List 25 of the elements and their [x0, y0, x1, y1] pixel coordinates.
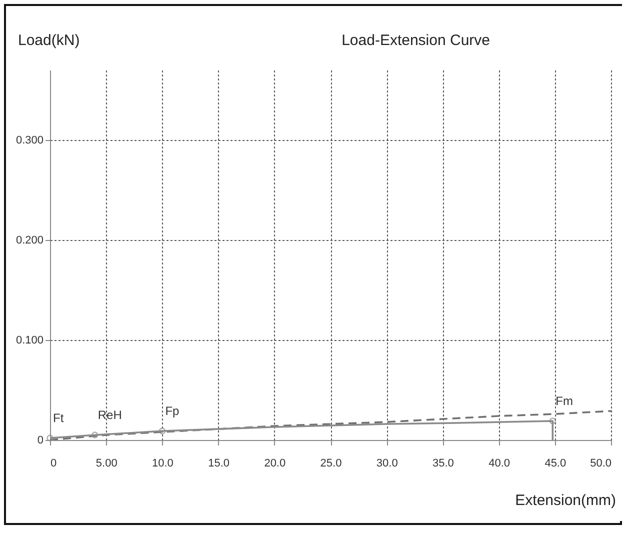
annotation: Fm — [556, 394, 573, 408]
annotation: ReH — [98, 408, 122, 422]
x-tick-label: 25.0 — [320, 458, 342, 470]
y-axis-title: Load(kN) — [18, 32, 80, 49]
x-tick-label: 50.0 — [590, 458, 612, 470]
x-tick-label: 40.0 — [488, 458, 510, 470]
x-tick-label: 10.0 — [152, 458, 174, 470]
y-tick-label: 0.300 — [16, 134, 44, 146]
x-tick-label: 35.0 — [432, 458, 454, 470]
x-tick-label: 15.0 — [208, 458, 230, 470]
x-tick-label: 20.0 — [264, 458, 286, 470]
x-tick-label: 45.0 — [544, 458, 566, 470]
point — [92, 432, 98, 438]
point — [549, 418, 556, 424]
y-tick-label: 0.100 — [16, 334, 44, 346]
x-tick-label: 30.0 — [376, 458, 398, 470]
x-tick-label: 5.00 — [96, 458, 118, 470]
annotation: Ft — [53, 411, 64, 425]
annotation: Fp — [165, 404, 180, 418]
chart-title: Load-Extension Curve — [342, 32, 490, 49]
y-tick-label: 0 — [37, 434, 44, 446]
x-tick-label: 0 — [50, 458, 57, 470]
point — [158, 428, 166, 434]
x-axis-title: Extension(mm) — [515, 492, 616, 509]
y-tick-label: 0.200 — [16, 234, 44, 246]
